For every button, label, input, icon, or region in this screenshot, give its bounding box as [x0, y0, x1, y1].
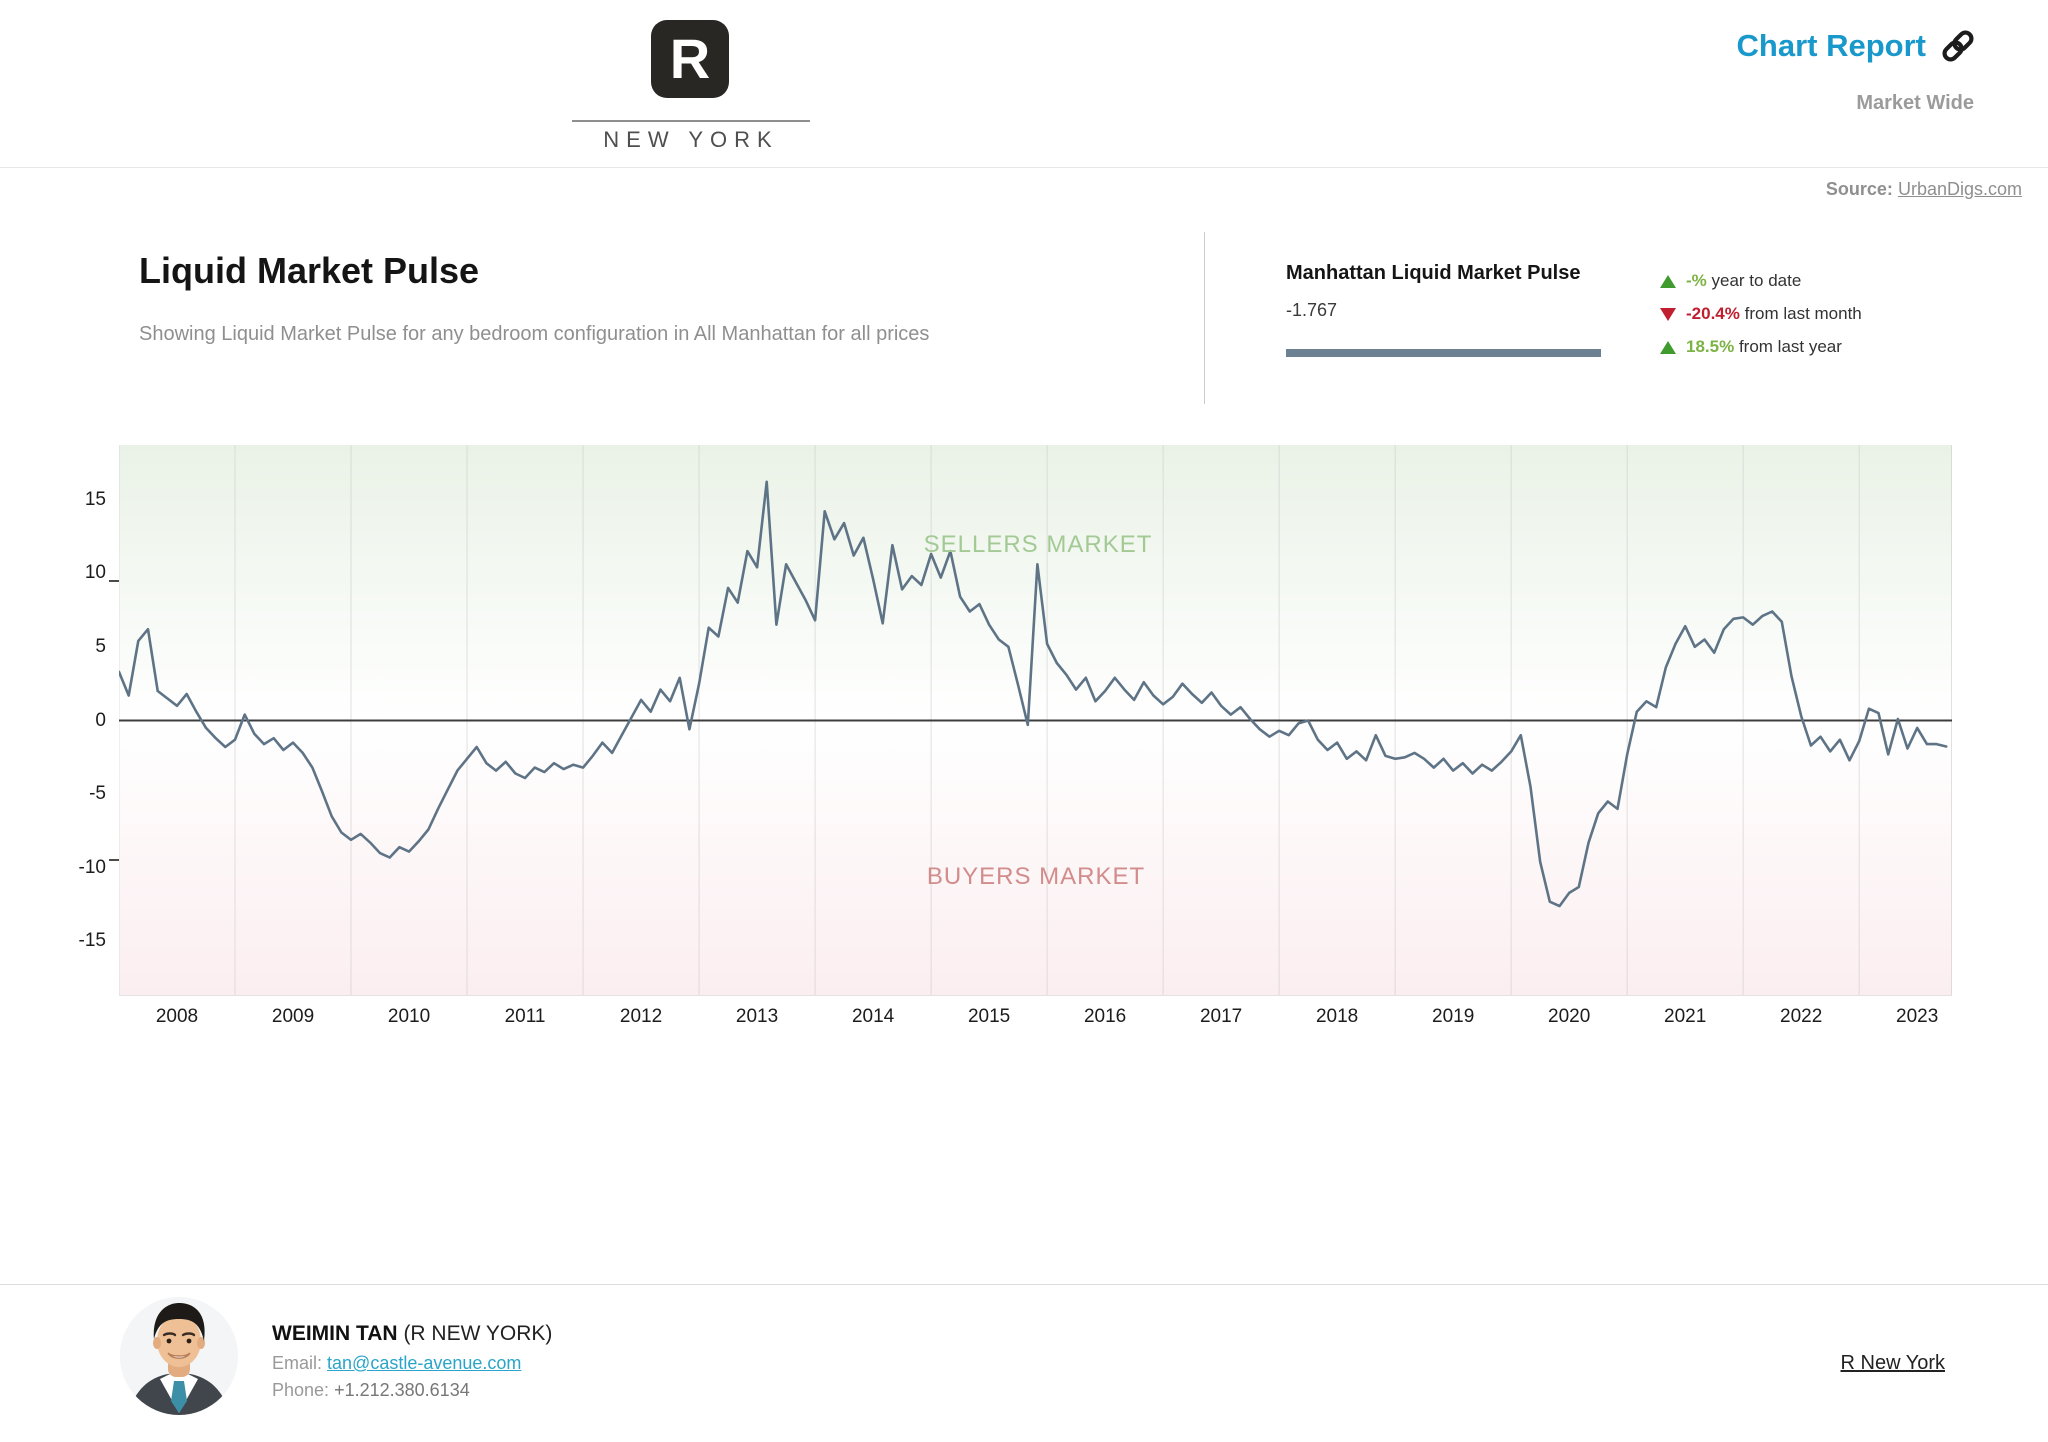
stat-label: from last year — [1738, 337, 1842, 356]
report-header: Chart Report — [1737, 28, 1976, 64]
agent-name-line: WEIMIN TAN (R NEW YORK) — [272, 1322, 552, 1346]
stats-divider — [1204, 232, 1205, 404]
logo-letter: R — [669, 27, 711, 90]
stat-row-year: 18.5% from last year — [1660, 336, 1862, 358]
x-axis-tick-label: 2012 — [619, 1006, 663, 1027]
stat-value: -% — [1686, 271, 1707, 290]
x-axis-tick-label: 2009 — [271, 1006, 315, 1027]
brokerage-link[interactable]: R New York — [1840, 1352, 1946, 1374]
x-axis-tick-label: 2010 — [387, 1006, 431, 1027]
x-axis-tick-label: 2016 — [1083, 1006, 1127, 1027]
stat-row-month: -20.4% from last month — [1660, 303, 1862, 325]
email-link[interactable]: tan@castle-avenue.com — [327, 1353, 522, 1373]
y-axis-tick-label: -10 — [78, 856, 106, 878]
source-label: Source: — [1825, 179, 1893, 199]
y-axis-tick-mark — [109, 579, 119, 582]
x-axis-tick-label: 2011 — [504, 1006, 546, 1027]
phone-label: Phone: — [272, 1380, 330, 1400]
source-link[interactable]: UrbanDigs.com — [1897, 179, 2022, 199]
report-title: Chart Report — [1736, 28, 1926, 63]
x-axis-tick-label: 2021 — [1664, 1006, 1707, 1027]
series-legend-swatch — [1286, 349, 1601, 357]
x-axis-tick-label: 2023 — [1896, 1006, 1939, 1027]
pulse-plot-svg — [119, 445, 1952, 996]
x-axis-tick-label: 2020 — [1548, 1006, 1591, 1027]
buyers-market-label: BUYERS MARKET — [926, 863, 1146, 890]
chain-link-icon[interactable] — [1940, 28, 1976, 64]
x-axis-tick-label: 2017 — [1199, 1006, 1243, 1027]
x-axis-tick-label: 2013 — [735, 1006, 779, 1027]
stat-value: -20.4% — [1686, 304, 1740, 323]
agent-brokerage-suffix: (R NEW YORK) — [403, 1322, 553, 1345]
arrow-down-icon — [1660, 307, 1676, 321]
x-axis-tick-label: 2018 — [1315, 1006, 1359, 1027]
arrow-up-icon — [1660, 274, 1676, 288]
y-axis-tick-label: 0 — [95, 709, 106, 731]
y-axis-tick-label: 10 — [84, 562, 106, 584]
stat-rows: -% year to date -20.4% from last month 1… — [1660, 270, 1862, 358]
stat-value: 18.5% — [1686, 337, 1735, 356]
r-new-york-logo: R — [651, 20, 729, 98]
page-title: Liquid Market Pulse — [139, 250, 480, 291]
source-line: Source: UrbanDigs.com — [1826, 179, 2022, 200]
arrow-up-icon — [1660, 340, 1676, 354]
sellers-market-label: SELLERS MARKET — [923, 531, 1153, 558]
phone-value: +1.212.380.6134 — [334, 1380, 470, 1400]
agent-phone-line: Phone: +1.212.380.6134 — [272, 1380, 470, 1401]
email-label: Email: — [272, 1353, 323, 1373]
y-axis-tick-label: 5 — [95, 635, 106, 657]
x-axis-tick-label: 2022 — [1780, 1006, 1823, 1027]
y-axis-tick-mark — [109, 859, 119, 862]
page-subtitle: Showing Liquid Market Pulse for any bedr… — [139, 323, 930, 345]
y-axis-tick-label: -5 — [89, 783, 106, 805]
pulse-line-series — [119, 480, 1948, 908]
x-axis-tick-label: 2008 — [155, 1006, 199, 1027]
logo-divider — [572, 120, 810, 122]
agent-email-line: Email: tan@castle-avenue.com — [272, 1353, 521, 1374]
y-axis-tick-label: 15 — [84, 488, 106, 510]
header-divider — [0, 167, 2048, 168]
report-scope: Market Wide — [1856, 92, 1974, 114]
stat-label: from last month — [1744, 304, 1862, 323]
y-axis-tick-label: -15 — [78, 930, 106, 952]
x-axis-tick-label: 2015 — [967, 1006, 1011, 1027]
stat-row-ytd: -% year to date — [1660, 270, 1862, 292]
agent-photo — [120, 1297, 238, 1415]
x-axis-tick-label: 2014 — [851, 1006, 895, 1027]
logo-city-text: NEW YORK — [603, 127, 779, 152]
agent-name: WEIMIN TAN — [272, 1322, 398, 1345]
stats-current-value: -1.767 — [1286, 300, 1338, 320]
stat-label: year to date — [1711, 271, 1802, 290]
stats-series-name: Manhattan Liquid Market Pulse — [1286, 262, 1581, 284]
footer-divider — [0, 1284, 2048, 1285]
x-axis-tick-label: 2019 — [1432, 1006, 1475, 1027]
pulse-chart — [119, 445, 1952, 996]
